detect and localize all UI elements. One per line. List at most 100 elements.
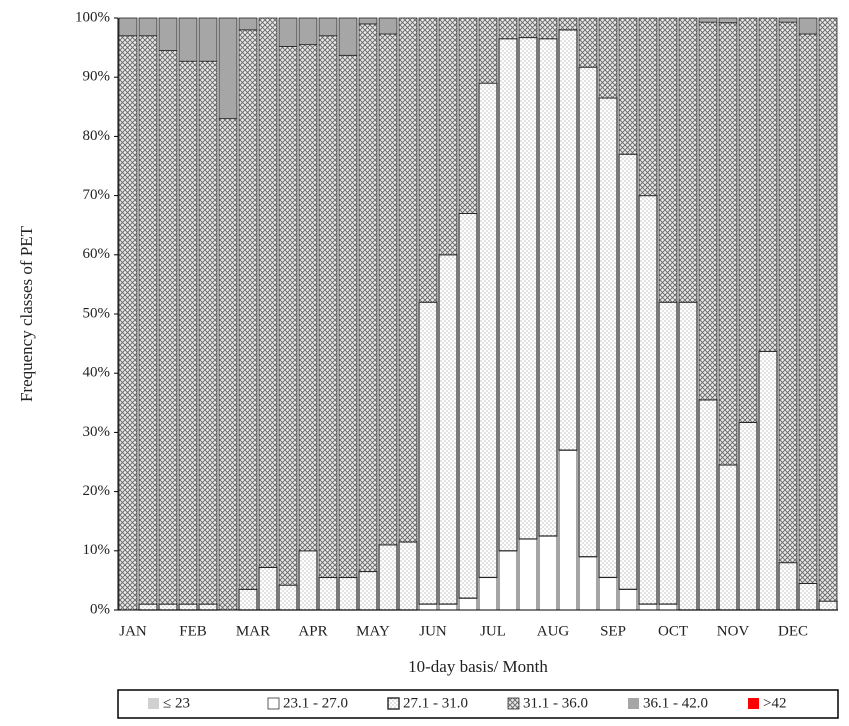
bar-segment xyxy=(158,17,178,51)
y-tick-label: 50% xyxy=(83,305,111,321)
bar-segment xyxy=(258,566,278,611)
bar-segment xyxy=(778,562,798,611)
bar-segment xyxy=(478,82,498,579)
bar-segment xyxy=(818,17,838,602)
bar-segment xyxy=(498,17,518,40)
legend-label: 36.1 - 42.0 xyxy=(643,695,708,711)
x-tick-label: OCT xyxy=(658,623,688,639)
y-tick-label: 0% xyxy=(90,601,110,617)
bar-segment xyxy=(398,17,418,543)
bar-segment xyxy=(318,17,338,37)
legend-swatch xyxy=(148,698,159,709)
bar-segment xyxy=(378,17,398,35)
bar-segment xyxy=(738,17,758,423)
bar-segment xyxy=(358,17,378,25)
bar-segment xyxy=(318,35,338,578)
bar-segment xyxy=(598,97,618,579)
bar-segment xyxy=(498,550,518,611)
y-tick-label: 20% xyxy=(83,483,111,499)
bar-segment xyxy=(678,301,698,611)
bar-segment xyxy=(478,17,498,84)
bar-segment xyxy=(138,603,158,611)
y-tick-label: 40% xyxy=(83,365,111,381)
bar-segment xyxy=(798,582,818,611)
bar-segment xyxy=(518,17,538,38)
bar-segment xyxy=(298,550,318,611)
bar-segment xyxy=(438,17,458,256)
legend-box xyxy=(117,689,839,719)
bar-segment xyxy=(558,17,578,31)
bar-segment xyxy=(578,556,598,611)
bar-segment xyxy=(358,570,378,611)
bar-segment xyxy=(618,588,638,611)
bar-segment xyxy=(418,301,438,605)
legend-label: ≤ 23 xyxy=(163,695,190,711)
y-tick-label: 100% xyxy=(75,9,110,25)
bar-segment xyxy=(198,60,218,605)
bar-segment xyxy=(418,603,438,611)
bar-segment xyxy=(498,38,518,552)
bar-segment xyxy=(338,54,358,578)
bar-segment xyxy=(638,17,658,197)
bar-segment xyxy=(658,17,678,303)
legend-label: 27.1 - 31.0 xyxy=(403,695,468,711)
bar-segment xyxy=(178,60,198,605)
bar-segment xyxy=(158,603,178,611)
bar-segment xyxy=(738,421,758,611)
bar-segment xyxy=(178,17,198,62)
bar-segment xyxy=(198,17,218,62)
legend-swatch xyxy=(628,698,639,709)
bar-segment xyxy=(598,17,618,99)
bar-segment xyxy=(378,544,398,611)
bar-segment xyxy=(358,23,378,572)
bar-segment xyxy=(638,195,658,605)
bar-segment xyxy=(338,576,358,611)
bar-segment xyxy=(138,35,158,605)
bar-segment xyxy=(678,17,698,303)
bar-segment xyxy=(538,38,558,537)
x-tick-label: DEC xyxy=(778,623,808,639)
bar-segment xyxy=(638,603,658,611)
bar-segment xyxy=(538,535,558,611)
bar-segment xyxy=(398,541,418,611)
y-tick-label: 70% xyxy=(83,187,111,203)
bar-segment xyxy=(338,17,358,56)
bar-segment xyxy=(718,17,738,24)
y-tick-label: 10% xyxy=(83,542,111,558)
x-tick-label: JUN xyxy=(419,623,447,639)
bar-segment xyxy=(138,17,158,37)
y-tick-label: 80% xyxy=(83,128,111,144)
bar-segment xyxy=(378,33,398,546)
bar-segment xyxy=(518,538,538,611)
bar-segment xyxy=(618,153,638,590)
x-tick-label: JUL xyxy=(480,623,506,639)
legend-label: 31.1 - 36.0 xyxy=(523,695,588,711)
bar-segment xyxy=(658,301,678,605)
y-tick-label: 60% xyxy=(83,246,111,262)
bar-segment xyxy=(518,36,538,540)
bar-segment xyxy=(238,588,258,611)
legend-swatch xyxy=(267,697,280,710)
bar-segment xyxy=(758,350,778,611)
legend-swatch xyxy=(748,698,759,709)
x-tick-label: JAN xyxy=(119,623,147,639)
legend-swatch xyxy=(507,697,520,710)
x-tick-label: MAY xyxy=(356,623,390,639)
bar-segment xyxy=(238,29,258,590)
bar-segment xyxy=(778,21,798,564)
legend-label: >42 xyxy=(763,695,786,711)
y-axis-title: Frequency classes of PET xyxy=(17,225,36,402)
x-tick-label: NOV xyxy=(717,623,750,639)
bar-segment xyxy=(218,17,238,120)
bar-segment xyxy=(698,399,718,611)
bar-segment xyxy=(278,584,298,611)
bar-segment xyxy=(158,50,178,605)
bar-segment xyxy=(798,33,818,584)
bar-segment xyxy=(558,29,578,451)
x-tick-label: FEB xyxy=(179,623,207,639)
bar-segment xyxy=(118,17,138,37)
bar-segment xyxy=(798,17,818,35)
bar-segment xyxy=(318,576,338,611)
bar-segment xyxy=(238,17,258,31)
